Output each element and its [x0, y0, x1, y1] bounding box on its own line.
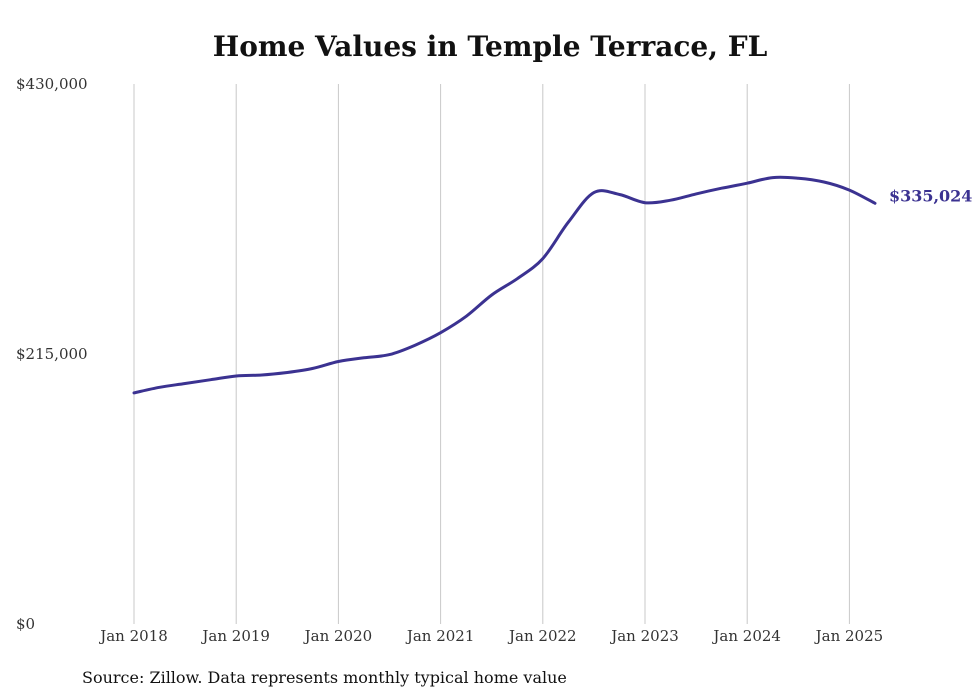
- end-value-label: $335,024: [889, 186, 973, 205]
- y-tick-label: $0: [16, 615, 35, 633]
- x-tick-label: Jan 2024: [711, 627, 781, 645]
- y-tick-label: $430,000: [16, 75, 88, 93]
- x-tick-label: Jan 2018: [98, 627, 168, 645]
- y-tick-label: $215,000: [16, 345, 88, 363]
- x-tick-label: Jan 2022: [507, 627, 577, 645]
- chart-title: Home Values in Temple Terrace, FL: [212, 30, 768, 63]
- chart-footnote: Source: Zillow. Data represents monthly …: [82, 668, 567, 687]
- x-tick-label: Jan 2021: [405, 627, 475, 645]
- series-line: [132, 175, 877, 395]
- x-tick-label: Jan 2025: [814, 627, 884, 645]
- x-tick-label: Jan 2023: [609, 627, 679, 645]
- x-tick-label: Jan 2019: [200, 627, 270, 645]
- x-tick-label: Jan 2020: [303, 627, 373, 645]
